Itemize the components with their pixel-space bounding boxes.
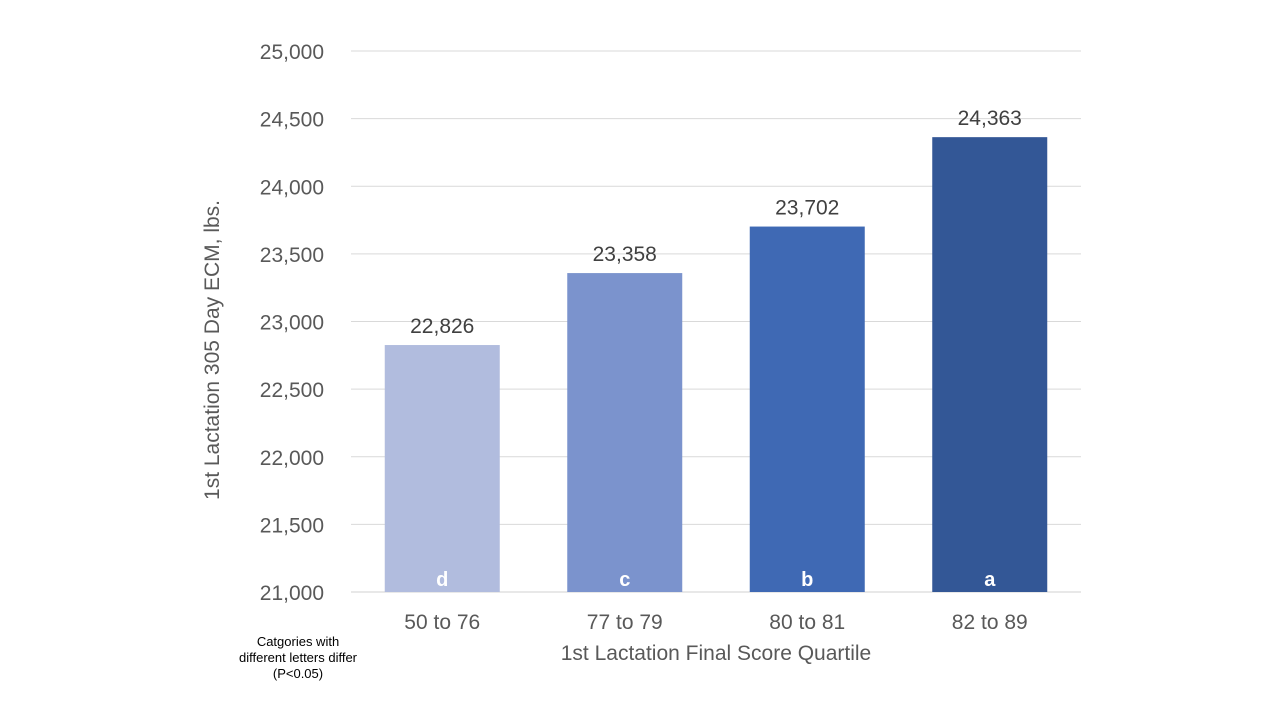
significance-letter: c [619,569,630,591]
footnote-line-1: Catgories with [256,634,340,649]
significance-letter: b [801,569,813,591]
significance-letter: a [984,569,996,591]
y-axis-ticks: 21,000 21,500 22,000 22,500 23,000 23,500 24,0… [260,41,324,605]
bar-value-label: 24,363 [958,107,1022,130]
bar-value-label: 23,358 [593,243,657,266]
x-axis-title: 1st Lactation Final Score Quartile [561,642,872,665]
bar [384,345,500,592]
significance-letter: d [436,569,448,591]
y-tick-label: 21,500 [260,514,324,537]
bar [749,226,865,592]
x-tick-label: 80 to 81 [769,611,845,634]
bar [567,273,683,592]
y-axis-title: 1st Lactation 305 Day ECM, lbs. [201,200,224,500]
bar [932,137,1048,593]
y-tick-label: 22,500 [260,379,324,402]
y-tick-label: 21,000 [260,582,324,605]
y-tick-label: 25,000 [260,41,324,64]
bar-value-label: 22,826 [410,315,474,338]
bar-value-label: 23,702 [775,197,839,220]
y-tick-label: 23,500 [260,244,324,267]
y-tick-label: 24,000 [260,176,324,199]
x-axis-ticks: 50 to 76 77 to 79 80 to 81 82 to 89 [404,611,1027,634]
bars: 22,826 d 23,358 c 23,702 b 24,363 a [384,107,1048,593]
y-tick-label: 22,000 [260,447,324,470]
significance-footnote: Catgories with different letters differ … [218,634,378,682]
x-tick-label: 82 to 89 [952,611,1028,634]
footnote-line-3: (P<0.05) [272,666,324,681]
x-tick-label: 77 to 79 [587,611,663,634]
footnote-line-2: different letters differ [238,650,358,665]
x-tick-label: 50 to 76 [404,611,480,634]
y-tick-label: 24,500 [260,109,324,132]
y-tick-label: 23,000 [260,312,324,335]
